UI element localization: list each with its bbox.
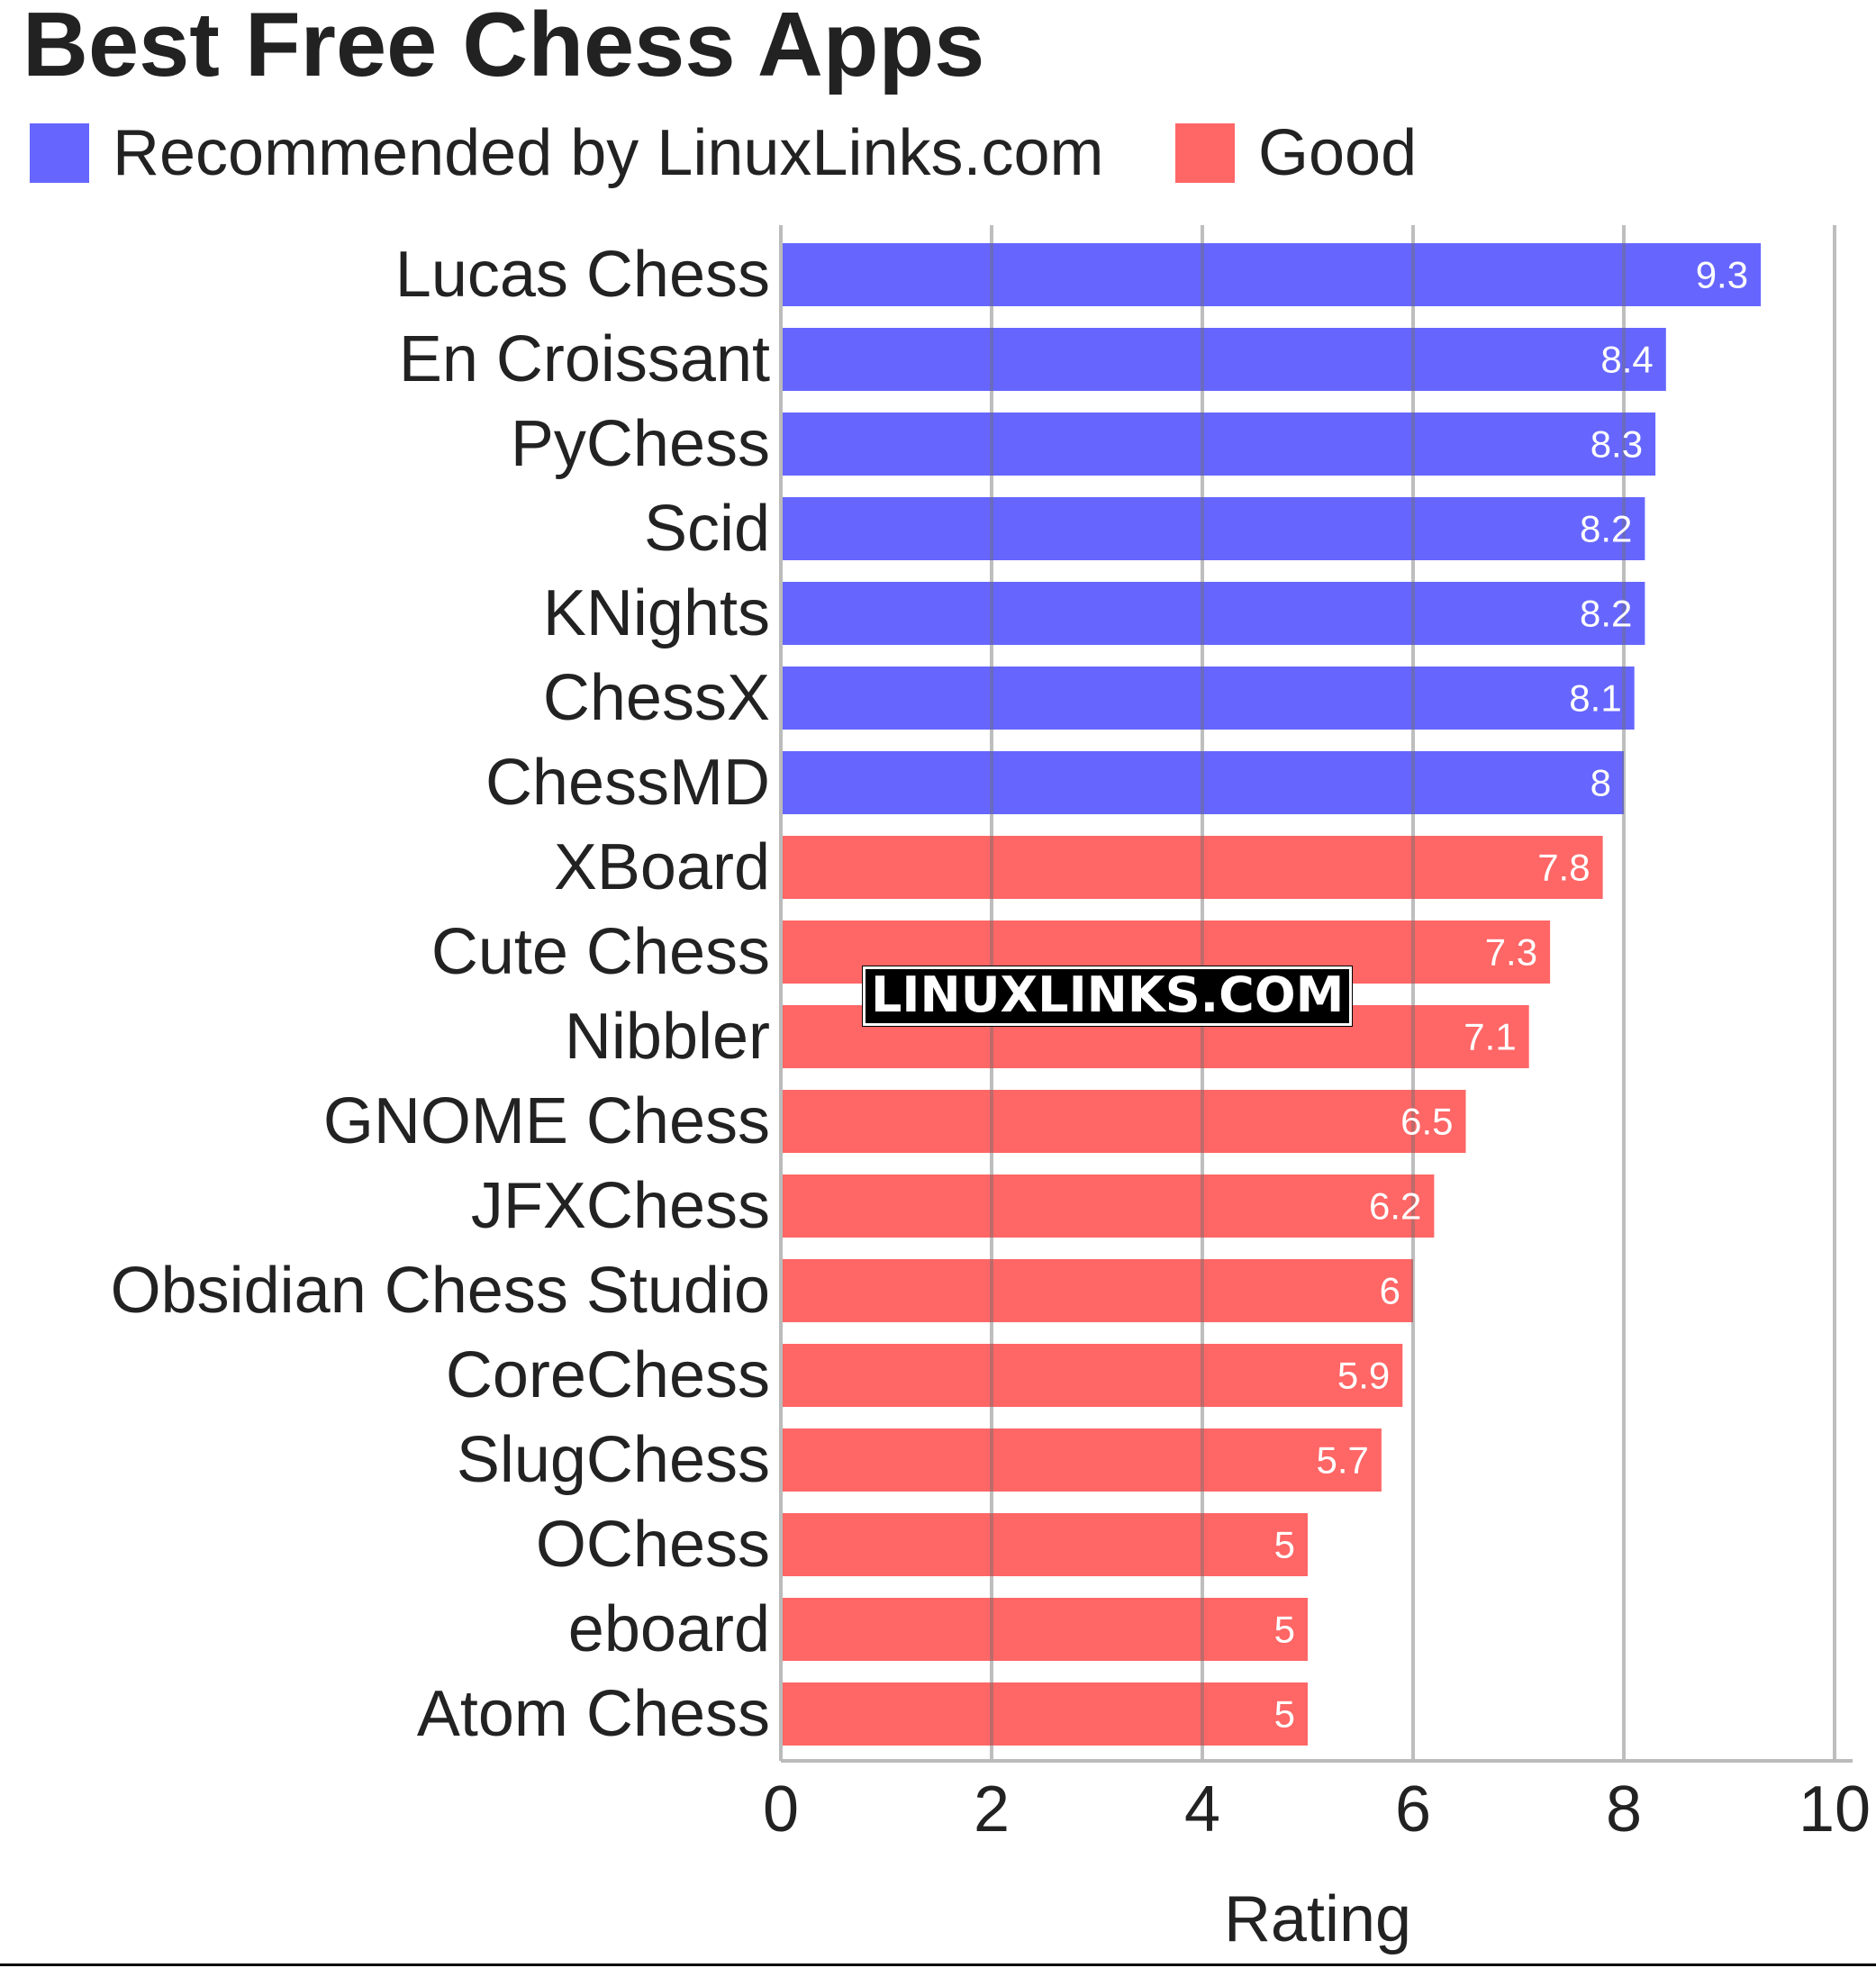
x-tick-label: 10 — [1799, 1773, 1871, 1846]
category-label: Obsidian Chess Studio — [111, 1255, 770, 1327]
legend-label-good: Good — [1258, 117, 1418, 189]
bar-gnome-chess — [781, 1090, 1466, 1153]
value-label: 8.4 — [1600, 339, 1653, 381]
category-label: Cute Chess — [431, 916, 770, 988]
category-label: Lucas Chess — [395, 239, 770, 311]
value-label: 8.2 — [1580, 593, 1632, 635]
legend-item-good: Good — [1175, 113, 1417, 194]
legend-swatch-recommended — [30, 123, 89, 183]
value-label: 5.9 — [1337, 1355, 1390, 1397]
category-label: JFXChess — [471, 1170, 770, 1242]
category-label: Nibbler — [565, 1001, 770, 1073]
bar-obsidian-chess-studio — [781, 1259, 1413, 1322]
value-labels: 9.3 8.4 8.3 8.2 8.2 8.1 8 7.87.3 7.1 6.5 6.2 6 5.9 5.… — [1274, 254, 1748, 1736]
category-labels: Lucas Chess En Croissant PyChess Scid KNight… — [111, 239, 770, 1750]
bar-atom-chess — [781, 1682, 1308, 1746]
x-tick-label: 4 — [1184, 1773, 1220, 1846]
value-label: 6.2 — [1369, 1185, 1421, 1228]
bar-scid — [781, 497, 1645, 560]
value-label: 6.5 — [1400, 1101, 1453, 1143]
bars-layer — [781, 243, 1762, 1746]
category-label: Atom Chess — [417, 1678, 770, 1750]
bar-chessmd — [781, 751, 1624, 814]
category-label: eboard — [568, 1593, 770, 1665]
gridlines — [779, 225, 1836, 1761]
value-label: 8.3 — [1591, 423, 1643, 466]
bar-lucas-chess — [781, 243, 1762, 306]
bar-slugchess — [781, 1428, 1382, 1492]
category-label: PyChess — [511, 408, 770, 480]
value-label: 7.8 — [1537, 847, 1590, 889]
x-tick-label: 2 — [974, 1773, 1010, 1846]
value-label: 5.7 — [1317, 1439, 1369, 1482]
value-label: 6 — [1380, 1270, 1400, 1312]
category-label: GNOME Chess — [323, 1085, 770, 1157]
bar-ochess — [781, 1513, 1308, 1576]
value-label: 5 — [1274, 1693, 1295, 1736]
category-label: En Croissant — [399, 323, 770, 395]
category-label: Scid — [644, 493, 770, 565]
legend-item-recommended: Recommended by LinuxLinks.com — [30, 113, 1104, 194]
bar-pychess — [781, 413, 1656, 476]
legend-swatch-good — [1175, 123, 1235, 183]
watermark-logo: LINUXLINKS.COM — [863, 966, 1353, 1026]
x-tick-label: 0 — [763, 1773, 799, 1846]
x-axis: 0 2 4 6 8 10 — [763, 1759, 1871, 1846]
value-label: 9.3 — [1696, 254, 1748, 296]
x-axis-title: Rating — [1224, 1883, 1411, 1955]
x-tick-label: 6 — [1395, 1773, 1431, 1846]
bottom-border — [0, 1963, 1876, 1966]
legend-label-recommended: Recommended by LinuxLinks.com — [113, 117, 1104, 189]
value-label: 7.1 — [1464, 1016, 1516, 1058]
bar-eboard — [781, 1598, 1308, 1661]
value-label: 5 — [1274, 1609, 1295, 1651]
value-label: 5 — [1274, 1524, 1295, 1566]
category-label: SlugChess — [457, 1424, 770, 1496]
value-label: 8.2 — [1580, 508, 1632, 550]
bar-corechess — [781, 1344, 1403, 1407]
category-label: ChessX — [543, 662, 770, 734]
value-label: 8.1 — [1569, 677, 1621, 720]
bar-knights — [781, 582, 1645, 645]
category-label: KNights — [543, 577, 770, 649]
bar-xboard — [781, 836, 1603, 899]
chart-title: Best Free Chess Apps — [23, 0, 985, 95]
value-label: 8 — [1591, 762, 1611, 804]
bar-chessx — [781, 667, 1635, 730]
category-label: CoreChess — [446, 1339, 770, 1411]
bar-en-croissant — [781, 328, 1666, 391]
category-label: ChessMD — [485, 747, 770, 819]
bar-jfxchess — [781, 1174, 1435, 1238]
value-label: 7.3 — [1485, 931, 1537, 974]
category-label: XBoard — [554, 831, 770, 903]
category-label: OChess — [536, 1509, 770, 1581]
x-tick-label: 8 — [1606, 1773, 1642, 1846]
